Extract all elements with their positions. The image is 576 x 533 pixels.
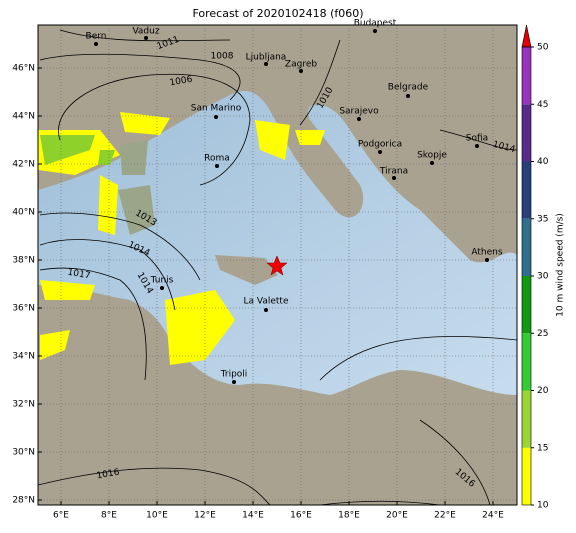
- city-label: Tunis: [150, 276, 174, 286]
- city-dot: [264, 62, 268, 66]
- lon-tick-label: 24°E: [482, 511, 504, 521]
- colorbar-bin: [522, 218, 531, 276]
- lat-tick-label: 40°N: [12, 208, 35, 218]
- lon-tick-label: 20°E: [386, 511, 408, 521]
- city-dot: [373, 29, 377, 33]
- lat-tick-label: 38°N: [12, 256, 35, 266]
- city-label: Tripoli: [220, 370, 248, 380]
- isobar-label: 1016: [96, 468, 121, 482]
- lon-tick-label: 16°E: [290, 511, 312, 521]
- colorbar-label: 10 m wind speed (m/s): [556, 213, 566, 317]
- lat-tick-label: 36°N: [12, 304, 35, 314]
- colorbar-tick-label: 10: [537, 501, 549, 511]
- colorbar-tick-label: 20: [537, 386, 549, 396]
- lat-tick-label: 42°N: [12, 160, 35, 170]
- map-background: [38, 25, 517, 505]
- city-label: Tirana: [379, 167, 408, 177]
- city-label: Sarajevo: [339, 107, 379, 117]
- city-label: Sofia: [466, 134, 488, 144]
- city-dot: [378, 150, 382, 154]
- city-label: Roma: [204, 154, 230, 164]
- lon-tick-label: 10°E: [146, 511, 168, 521]
- city-label: San Marino: [191, 104, 242, 114]
- city-dot: [430, 161, 434, 165]
- city-dot: [214, 115, 218, 119]
- lon-tick-label: 8°E: [101, 511, 117, 521]
- city-dot: [264, 308, 268, 312]
- lon-tick-label: 22°E: [434, 511, 456, 521]
- lat-tick-label: 28°N: [12, 496, 35, 506]
- colorbar-bin: [522, 161, 531, 219]
- colorbar-extend: [521, 24, 532, 48]
- storm-marker: [266, 255, 288, 276]
- city-label: Vaduz: [132, 27, 159, 37]
- city-dot: [299, 69, 303, 73]
- city-label: Ljubljana: [246, 53, 287, 63]
- lon-tick-label: 6°E: [53, 511, 69, 521]
- colorbar-bin: [522, 104, 531, 162]
- city-dot: [144, 36, 148, 40]
- city-dot: [485, 258, 489, 262]
- map-frame: [37, 24, 518, 506]
- colorbar-tick-label: 40: [537, 157, 549, 167]
- colorbar-tick-label: 35: [537, 214, 548, 224]
- lat-tick-label: 32°N: [12, 400, 35, 410]
- city-dot: [392, 176, 396, 180]
- city-dot: [406, 94, 410, 98]
- colorbar-tick-label: 15: [537, 443, 548, 453]
- isobar-label: 1008: [211, 52, 234, 62]
- colorbar-tick-label: 30: [537, 272, 549, 282]
- city-label: Skopje: [417, 151, 447, 161]
- colorbar-bin: [522, 390, 531, 448]
- colorbar-bin: [522, 47, 531, 105]
- colorbar-tick-label: 50: [537, 43, 549, 53]
- city-label: Belgrade: [388, 83, 429, 93]
- city-label: Budapest: [354, 19, 397, 29]
- city-dot: [160, 286, 164, 290]
- city-label: La Valette: [244, 297, 289, 307]
- city-dot: [215, 164, 219, 168]
- city-label: Podgorica: [358, 140, 402, 150]
- city-dot: [232, 380, 236, 384]
- map-title: Forecast of 2020102418 (f060): [192, 7, 363, 20]
- colorbar-tick-label: 45: [537, 100, 548, 110]
- lon-tick-label: 14°E: [242, 511, 264, 521]
- city-label: Bern: [86, 32, 107, 42]
- isobar-label: 1006: [169, 75, 194, 89]
- city-dot: [475, 144, 479, 148]
- lon-tick-label: 12°E: [194, 511, 216, 521]
- city-label: Zagreb: [285, 60, 317, 70]
- city-dot: [357, 117, 361, 121]
- lon-tick-label: 18°E: [338, 511, 360, 521]
- city-label: Athens: [471, 248, 502, 258]
- colorbar-tick-label: 25: [537, 329, 548, 339]
- lat-tick-label: 44°N: [12, 112, 35, 122]
- lat-tick-label: 30°N: [12, 448, 35, 458]
- colorbar-bin: [522, 333, 531, 391]
- colorbar-bin: [522, 447, 531, 505]
- lat-tick-label: 46°N: [12, 64, 35, 74]
- lat-tick-label: 34°N: [12, 352, 35, 362]
- isobar-label: 1017: [67, 268, 91, 282]
- colorbar-bin: [522, 276, 531, 334]
- city-dot: [94, 42, 98, 46]
